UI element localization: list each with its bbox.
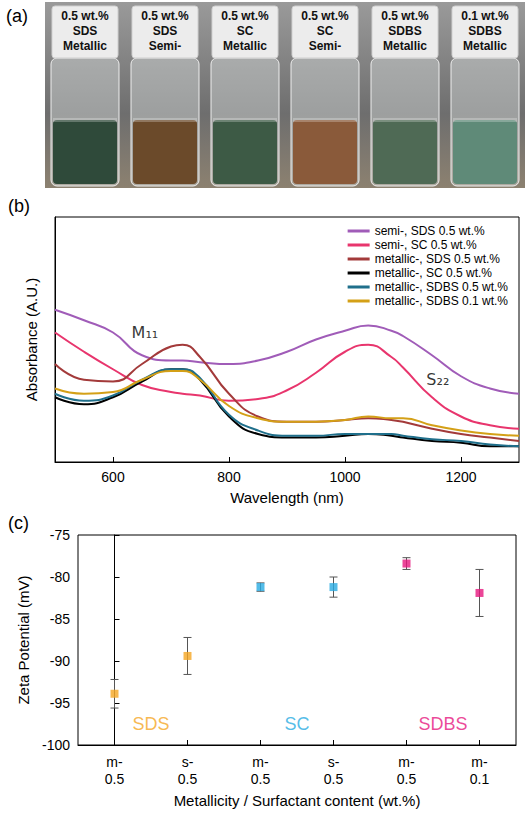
- svg-text:SDBS: SDBS: [388, 24, 421, 38]
- svg-text:SDS: SDS: [132, 714, 169, 734]
- svg-text:Wavelength (nm): Wavelength (nm): [230, 489, 344, 506]
- svg-text:0.1: 0.1: [470, 771, 490, 787]
- svg-text:M₁₁: M₁₁: [132, 323, 159, 342]
- svg-text:metallic-, SDS 0.5 wt.%: metallic-, SDS 0.5 wt.%: [375, 252, 501, 266]
- svg-text:-90: -90: [50, 653, 70, 669]
- svg-text:0.5 wt.%: 0.5 wt.%: [301, 9, 349, 23]
- svg-text:m-: m-: [398, 754, 415, 770]
- svg-text:(a): (a): [6, 6, 28, 26]
- svg-text:0.1 wt.%: 0.1 wt.%: [461, 9, 509, 23]
- svg-text:m-: m-: [106, 754, 123, 770]
- svg-text:SC: SC: [317, 24, 334, 38]
- svg-text:1000: 1000: [329, 469, 360, 485]
- svg-text:semi-, SDS 0.5 wt.%: semi-, SDS 0.5 wt.%: [375, 224, 485, 238]
- svg-text:m-: m-: [252, 754, 269, 770]
- svg-text:metallic-, SDBS 0.5 wt.%: metallic-, SDBS 0.5 wt.%: [375, 280, 509, 294]
- svg-text:-75: -75: [50, 527, 70, 543]
- svg-text:Semi-: Semi-: [309, 39, 342, 53]
- svg-text:SDS: SDS: [153, 24, 178, 38]
- svg-text:metallic-, SDBS 0.1 wt.%: metallic-, SDBS 0.1 wt.%: [375, 294, 509, 308]
- svg-text:0.5 wt.%: 0.5 wt.%: [141, 9, 189, 23]
- svg-text:SC: SC: [237, 24, 254, 38]
- svg-text:Semi-: Semi-: [149, 39, 182, 53]
- svg-text:-100: -100: [42, 737, 70, 753]
- svg-text:SDS: SDS: [73, 24, 98, 38]
- svg-text:-85: -85: [50, 611, 70, 627]
- svg-text:Metallic: Metallic: [383, 39, 427, 53]
- svg-text:Metallic: Metallic: [463, 39, 507, 53]
- svg-text:0.5: 0.5: [397, 771, 417, 787]
- svg-text:-95: -95: [50, 695, 70, 711]
- svg-text:Metallic: Metallic: [63, 39, 107, 53]
- svg-text:-80: -80: [50, 569, 70, 585]
- svg-text:S₂₂: S₂₂: [426, 370, 449, 389]
- svg-text:metallic-, SC 0.5 wt.%: metallic-, SC 0.5 wt.%: [375, 266, 493, 280]
- svg-text:Zeta Potential (mV): Zeta Potential (mV): [15, 575, 32, 704]
- svg-text:0.5 wt.%: 0.5 wt.%: [381, 9, 429, 23]
- svg-text:(c): (c): [8, 513, 29, 533]
- svg-text:SC: SC: [284, 714, 309, 734]
- svg-text:600: 600: [101, 469, 125, 485]
- svg-text:s-: s-: [328, 754, 340, 770]
- svg-text:0.5: 0.5: [178, 771, 198, 787]
- svg-text:0.5 wt.%: 0.5 wt.%: [221, 9, 269, 23]
- svg-text:0.5: 0.5: [251, 771, 271, 787]
- svg-text:800: 800: [217, 469, 241, 485]
- svg-text:Metallicity / Surfactant conte: Metallicity / Surfactant content (wt.%): [174, 792, 421, 809]
- svg-text:(b): (b): [8, 196, 30, 216]
- svg-text:Absorbance (A.U.): Absorbance (A.U.): [23, 278, 40, 401]
- svg-text:s-: s-: [182, 754, 194, 770]
- svg-text:Metallic: Metallic: [223, 39, 267, 53]
- svg-text:1200: 1200: [445, 469, 476, 485]
- svg-text:SDBS: SDBS: [468, 24, 501, 38]
- svg-text:0.5: 0.5: [324, 771, 344, 787]
- svg-text:m-: m-: [471, 754, 488, 770]
- svg-text:SDBS: SDBS: [418, 714, 467, 734]
- svg-text:0.5: 0.5: [105, 771, 125, 787]
- svg-text:semi-, SC 0.5 wt.%: semi-, SC 0.5 wt.%: [375, 238, 477, 252]
- svg-text:0.5 wt.%: 0.5 wt.%: [61, 9, 109, 23]
